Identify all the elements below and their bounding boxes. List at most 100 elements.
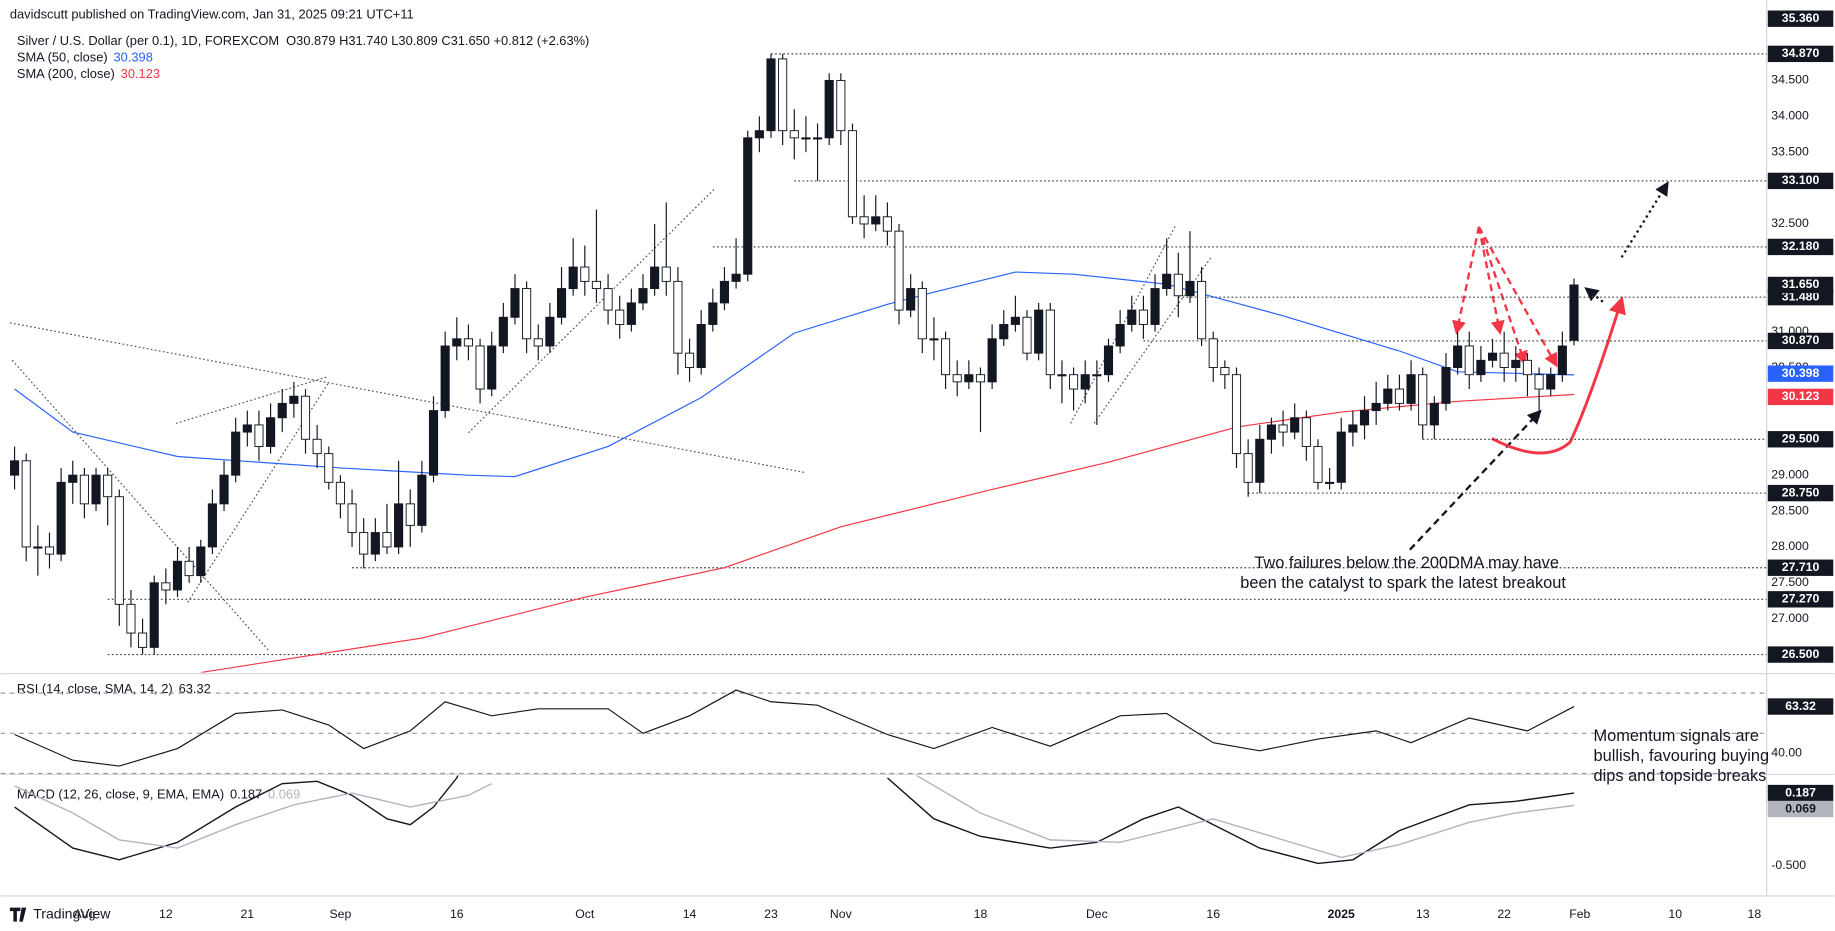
macd-name: MACD (12, 26, close, 9, EMA, EMA) bbox=[17, 787, 224, 802]
candle-body bbox=[1569, 284, 1579, 341]
annotation: Momentum signals are bbox=[1594, 727, 1759, 745]
candle-body bbox=[1220, 367, 1230, 376]
candle-body bbox=[952, 374, 962, 383]
dotted-arrow bbox=[1584, 287, 1604, 303]
price-label-box bbox=[1767, 646, 1834, 663]
candle-body bbox=[1359, 410, 1370, 426]
candle-body bbox=[33, 546, 43, 549]
candle-body bbox=[812, 137, 823, 140]
candle-body bbox=[1325, 481, 1335, 484]
candle-body bbox=[847, 130, 858, 218]
candle-body bbox=[277, 402, 287, 419]
candle-body bbox=[882, 216, 892, 232]
candle-body bbox=[219, 474, 229, 505]
y-tick-label: 32.500 bbox=[1771, 216, 1809, 230]
candle-body bbox=[743, 137, 753, 275]
sma50-legend: SMA (50, close) 30.398 bbox=[17, 50, 153, 65]
candle-body bbox=[114, 496, 124, 605]
price-label: 35.360 bbox=[1782, 11, 1820, 25]
price-label-box bbox=[1767, 388, 1834, 406]
arrow bbox=[1477, 226, 1558, 368]
candle-body bbox=[1197, 280, 1207, 340]
candle-body bbox=[382, 532, 392, 548]
candle-body bbox=[1499, 352, 1509, 368]
candle-body bbox=[417, 474, 427, 526]
macd-value: 0.187 bbox=[230, 787, 262, 802]
candle-body bbox=[1394, 388, 1404, 404]
candle-body bbox=[149, 582, 159, 648]
trend-lines bbox=[9, 189, 1212, 652]
candle-body bbox=[1313, 445, 1323, 483]
annotation: Two failures below the 200DMA may have bbox=[1254, 554, 1559, 572]
candle-body bbox=[394, 503, 404, 548]
sma-name: SMA (50, close) bbox=[17, 50, 108, 65]
candle-body bbox=[824, 79, 834, 139]
candle-body bbox=[731, 273, 741, 282]
candle-body bbox=[1243, 453, 1253, 483]
candle-body bbox=[1127, 309, 1137, 325]
candle-body bbox=[1557, 345, 1567, 376]
price-label-box bbox=[1767, 591, 1834, 608]
x-tick-label: Aug bbox=[73, 907, 95, 921]
x-tick-label: 2025 bbox=[1328, 907, 1355, 921]
candle-body bbox=[801, 137, 811, 140]
x-tick-label: 12 bbox=[159, 907, 173, 921]
candle-body bbox=[231, 431, 241, 476]
price-label-box bbox=[1767, 800, 1834, 818]
price-label-box bbox=[1767, 238, 1834, 256]
ohlc: O30.879 H31.740 L30.809 C31.650 +0.812 (… bbox=[286, 33, 589, 48]
x-tick-label: Sep bbox=[330, 907, 352, 921]
candle-body bbox=[941, 338, 951, 376]
candle-body bbox=[522, 288, 532, 340]
symbol-legend: Silver / U.S. Dollar (per 0.1), 1D, FORE… bbox=[17, 33, 589, 48]
x-tick-label: Oct bbox=[575, 907, 595, 921]
candle-body bbox=[987, 338, 997, 383]
candle-body bbox=[626, 302, 636, 325]
candle-body bbox=[91, 474, 101, 505]
candle-body bbox=[696, 323, 706, 368]
candle-body bbox=[1336, 431, 1346, 483]
candle-body bbox=[545, 316, 555, 347]
candle-body bbox=[56, 481, 66, 555]
sma-line bbox=[14, 271, 1575, 478]
candle-body bbox=[1522, 359, 1533, 376]
candle-body bbox=[172, 560, 183, 591]
candle-body bbox=[405, 503, 415, 526]
candle-body bbox=[568, 266, 578, 290]
candle-body bbox=[44, 546, 55, 555]
candle-body bbox=[1069, 374, 1079, 390]
price-label: 29.500 bbox=[1782, 432, 1820, 446]
candle-body bbox=[254, 424, 264, 447]
rsi-value: 63.32 bbox=[179, 681, 211, 696]
price-label-box bbox=[1767, 698, 1834, 715]
candle-body bbox=[1010, 316, 1020, 325]
candle-body bbox=[1453, 345, 1463, 368]
candle-body bbox=[1429, 402, 1439, 426]
price-label: 28.750 bbox=[1782, 485, 1820, 499]
price-label-box bbox=[1767, 332, 1834, 350]
arrow bbox=[1452, 226, 1481, 335]
candle-body bbox=[673, 280, 683, 354]
candle-body bbox=[1103, 345, 1114, 376]
candle-body bbox=[580, 266, 590, 282]
candle-body bbox=[184, 560, 194, 577]
candle-body bbox=[719, 280, 730, 304]
candle-body bbox=[487, 345, 497, 390]
black-arrow bbox=[1409, 409, 1542, 551]
price-label: 27.270 bbox=[1782, 592, 1820, 606]
price-label: 31.650 bbox=[1782, 277, 1820, 291]
price-label-box bbox=[1767, 172, 1834, 190]
price-label-box bbox=[1767, 365, 1834, 382]
candle-body bbox=[917, 288, 927, 340]
y-tick-label: 28.000 bbox=[1771, 539, 1809, 553]
candle-body bbox=[1138, 309, 1148, 325]
candle-body bbox=[1534, 374, 1544, 390]
candle-body bbox=[684, 352, 695, 368]
candle-body bbox=[906, 288, 916, 311]
candle-body bbox=[1092, 374, 1102, 377]
candle-body bbox=[21, 460, 31, 548]
trend-line bbox=[467, 189, 715, 434]
x-tick-label: 21 bbox=[240, 907, 254, 921]
price-label: 30.123 bbox=[1782, 389, 1820, 403]
candle-body bbox=[1418, 374, 1428, 426]
